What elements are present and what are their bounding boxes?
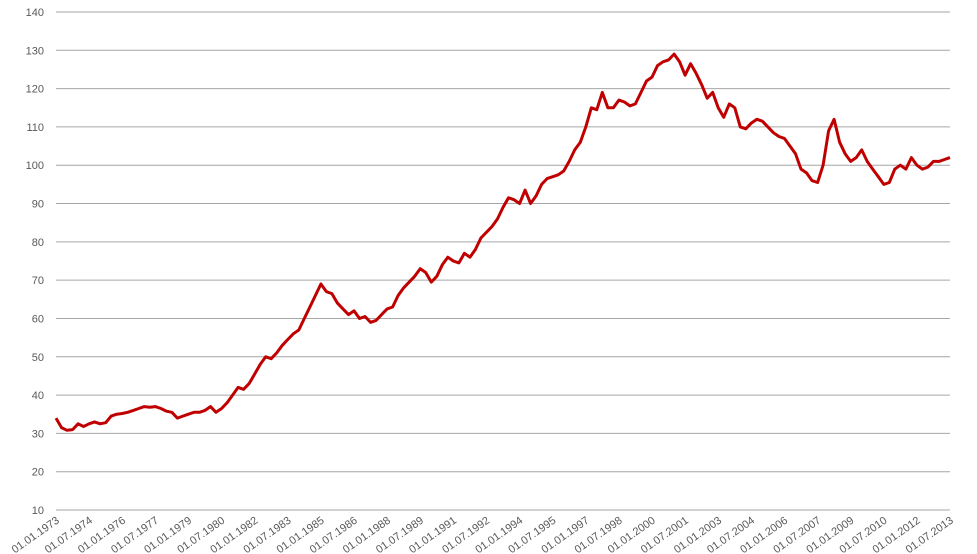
y-tick-label: 70 xyxy=(32,275,44,287)
y-tick-label: 50 xyxy=(32,352,44,364)
y-tick-label: 30 xyxy=(32,428,44,440)
y-tick-label: 110 xyxy=(26,122,44,134)
y-tick-label: 140 xyxy=(26,7,44,19)
y-tick-label: 90 xyxy=(32,199,44,211)
y-tick-label: 130 xyxy=(26,45,44,57)
data-line xyxy=(54,52,951,432)
y-tick-label: 20 xyxy=(32,467,44,479)
y-tick-label: 40 xyxy=(32,390,44,402)
y-tick-label: 120 xyxy=(26,84,44,96)
y-tick-label: 80 xyxy=(32,237,44,249)
y-tick-label: 60 xyxy=(32,313,44,325)
y-tick-label: 10 xyxy=(32,505,44,517)
y-tick-label: 100 xyxy=(26,160,44,172)
